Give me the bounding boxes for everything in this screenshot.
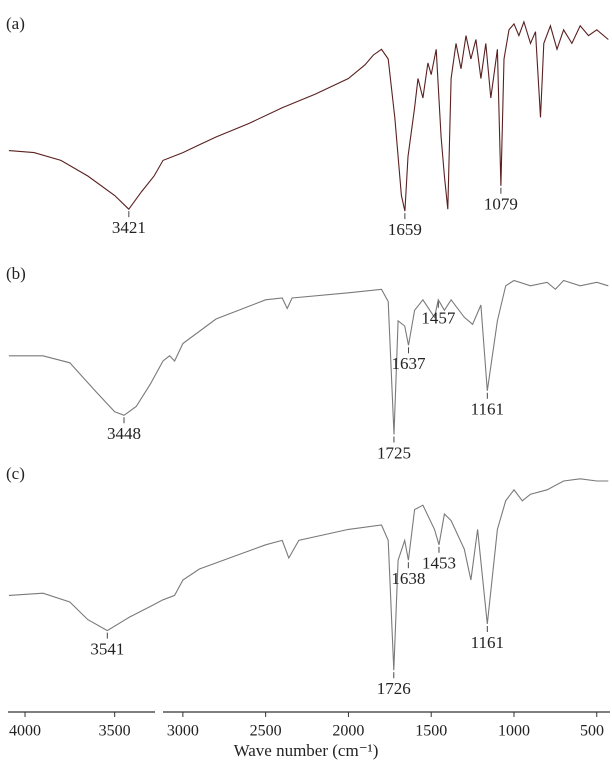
spectrum-line bbox=[8, 20, 609, 212]
x-tick-label: 3500 bbox=[99, 723, 131, 740]
peak-label: 1637 bbox=[392, 354, 427, 373]
x-tick-label: 2500 bbox=[250, 723, 282, 740]
peak-label: 1457 bbox=[421, 309, 456, 328]
panel-label: (c) bbox=[6, 464, 25, 483]
peak-label: 1079 bbox=[484, 195, 518, 214]
x-tick-label: 500 bbox=[580, 723, 604, 740]
x-tick-label: 3000 bbox=[167, 723, 199, 740]
peak-label: 1453 bbox=[422, 554, 456, 573]
peak-label: 3541 bbox=[90, 640, 124, 659]
x-tick-label: 1000 bbox=[498, 723, 530, 740]
peak-label: 1638 bbox=[391, 569, 425, 588]
peak-label: 3421 bbox=[112, 218, 146, 237]
x-tick-label: 2000 bbox=[332, 723, 364, 740]
panel-label: (a) bbox=[6, 14, 25, 33]
peak-label: 1161 bbox=[471, 400, 504, 419]
spectrum-line bbox=[8, 279, 609, 435]
x-axis-title: Wave number (cm⁻¹) bbox=[234, 741, 379, 760]
spectrum-line bbox=[8, 478, 609, 671]
peak-label: 1726 bbox=[377, 679, 411, 698]
peak-label: 1659 bbox=[388, 220, 422, 239]
peak-label: 1725 bbox=[377, 443, 411, 462]
x-tick-label: 1500 bbox=[415, 723, 447, 740]
panel-label: (b) bbox=[6, 264, 26, 283]
peak-label: 3448 bbox=[107, 424, 141, 443]
x-tick-label: 4000 bbox=[9, 723, 41, 740]
peak-label: 1161 bbox=[471, 633, 504, 652]
